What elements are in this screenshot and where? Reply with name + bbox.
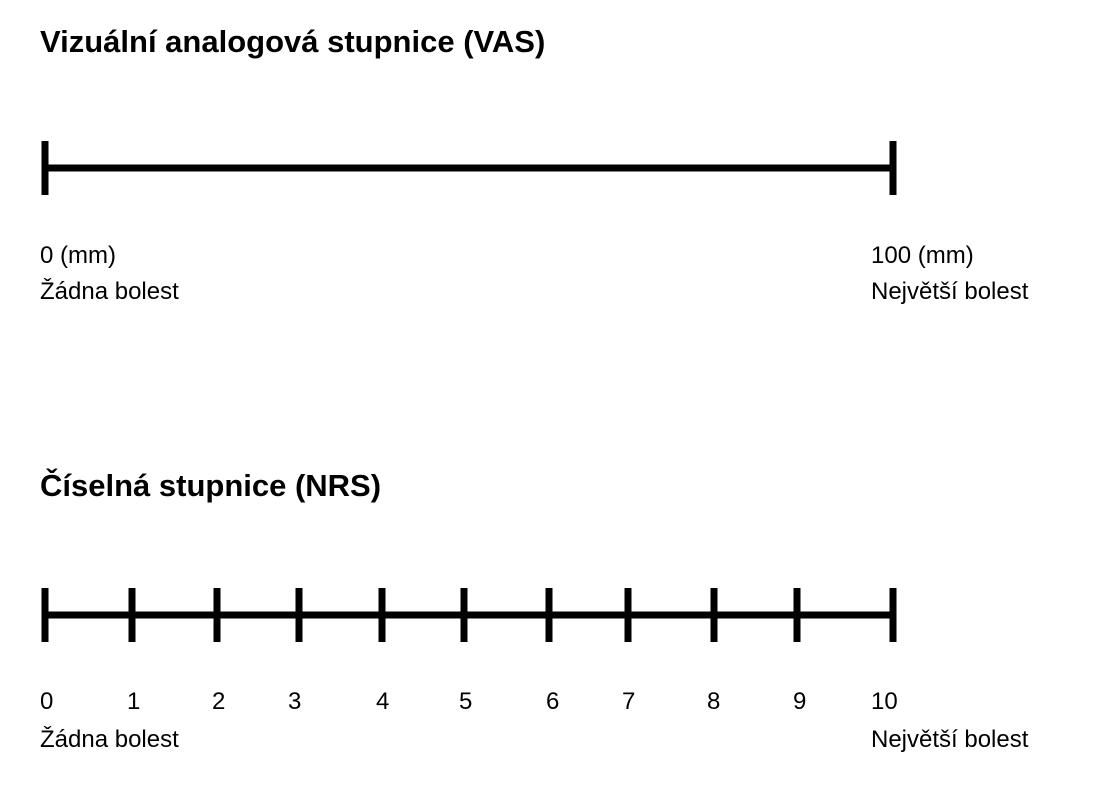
nrs-tick-label-8: 8: [707, 688, 721, 715]
nrs-tick-label-10: 10: [871, 688, 898, 715]
vas-min-label: Žádna bolest: [40, 278, 179, 305]
nrs-tick-label-6: 6: [546, 688, 560, 715]
nrs-tick-label-9: 9: [793, 688, 807, 715]
nrs-tick-label-3: 3: [288, 688, 302, 715]
nrs-max-label: Největší bolest: [871, 726, 1029, 753]
nrs-title: Číselná stupnice (NRS): [40, 468, 382, 503]
nrs-tick-label-1: 1: [127, 688, 141, 715]
nrs-tick-label-0: 0: [40, 688, 54, 715]
vas-title: Vizuální analogová stupnice (VAS): [40, 24, 546, 59]
vas-max-value: 100 (mm): [871, 242, 974, 269]
nrs-tick-group: [41, 588, 897, 642]
nrs-tick-label-5: 5: [459, 688, 473, 715]
nrs-tick-label-4: 4: [376, 688, 390, 715]
nrs-tick-label-7: 7: [622, 688, 636, 715]
vas-max-label: Největší bolest: [871, 278, 1029, 305]
nrs-tick-label-2: 2: [212, 688, 226, 715]
vas-min-value: 0 (mm): [40, 242, 116, 269]
nrs-min-label: Žádna bolest: [40, 726, 179, 753]
nrs-scale: [41, 588, 897, 642]
vas-scale: [41, 141, 897, 195]
